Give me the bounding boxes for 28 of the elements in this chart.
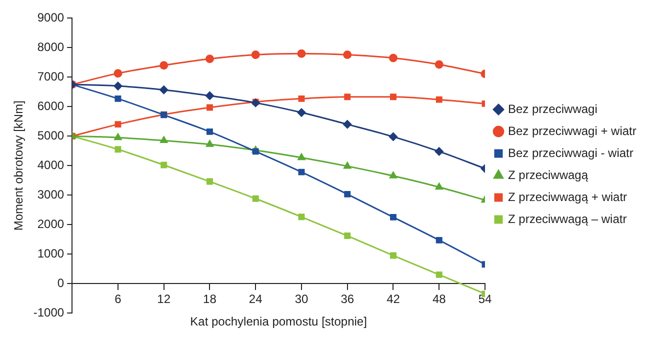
y-tick-label: 6000 [37,98,64,113]
x-axis-title: Kat pochylenia pomostu [stopnie] [190,314,367,328]
y-tick-label: 5000 [37,128,64,142]
x-tick-label: 30 [294,292,308,306]
x-tick-label: 48 [432,292,446,306]
y-tick-label: 8000 [37,40,64,54]
legend-label: Bez przeciwwagi [508,102,598,116]
x-tick-label: 18 [203,292,217,306]
x-tick-label: 24 [248,292,263,306]
x-tick-label: 36 [340,292,354,306]
y-axis-title: Moment obrotowy [kNm] [12,100,26,231]
x-tick-label: 6 [114,292,122,306]
y-tick-label: -1000 [33,305,64,320]
x-tick-label: 54 [478,292,492,306]
legend-label: Bez przeciwwagi + wiatr [508,124,636,138]
y-tick-label: 9000 [37,10,64,25]
y-tick-label: 2000 [37,216,64,231]
x-tick-label: 42 [386,292,400,306]
y-tick-label: 7000 [37,69,64,84]
y-tick-label: 1000 [37,246,64,260]
y-tick-label: 0 [57,276,64,290]
legend-label: Z przeciwwagą [508,168,588,182]
y-tick-label: 3000 [37,187,64,202]
legend-label: Bez przeciwwagi - wiatr [508,146,634,160]
x-tick-label: 12 [157,292,171,306]
y-tick-label: 4000 [37,158,64,172]
legend-label: Z przeciwwagą – wiatr [508,212,627,226]
legend-label: Z przeciwwagą + wiatr [508,190,628,204]
